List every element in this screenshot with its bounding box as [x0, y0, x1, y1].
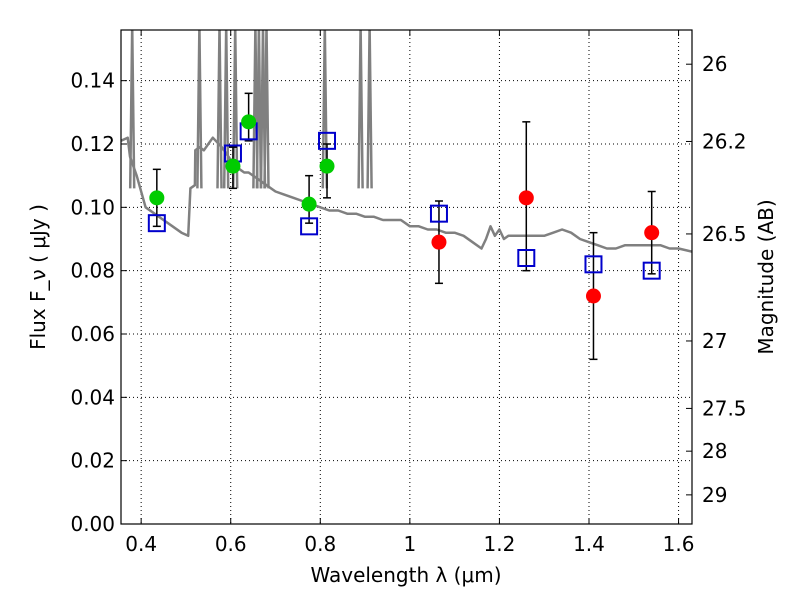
model-spectrum-line: [121, 136, 692, 253]
plot-frame: [120, 29, 693, 525]
model-photometry-square: [429, 204, 448, 223]
y-tick-label: 0.14: [70, 69, 115, 93]
y-tick-label: 0.10: [70, 195, 115, 219]
spectrum-spike: [366, 30, 373, 189]
x-tick-label: 0.8: [304, 532, 336, 556]
right-tick-label: 27.5: [702, 396, 747, 420]
spectrum-spike: [196, 30, 203, 189]
model-photometry-square: [517, 249, 536, 267]
plot-area: [121, 30, 692, 253]
observed-point: [644, 225, 660, 241]
y-tick-label: 0.00: [70, 512, 115, 536]
grid-lines: [121, 30, 692, 525]
y-axis-title: Flux F_ν ( μJy ): [26, 204, 50, 350]
y-tick-label: 0.04: [70, 385, 115, 409]
y-axis-right: 26 26.2 26.5 27 27.5 28 29: [686, 52, 747, 507]
spectrum-emission-spikes: [128, 30, 373, 189]
x-tick-label: 1: [403, 532, 416, 556]
x-tick-label: 0.6: [215, 532, 247, 556]
observed-point: [301, 196, 317, 212]
model-photometry-square: [318, 131, 337, 150]
spectrum-spike: [321, 30, 329, 189]
observed-point: [319, 158, 335, 174]
x-tick-label: 0.4: [125, 532, 157, 556]
x-tick-label: 1.2: [484, 532, 516, 556]
right-tick-label: 26: [702, 52, 727, 76]
right-tick-label: 29: [702, 483, 727, 507]
observed-point: [149, 190, 165, 206]
model-photometry-square: [584, 255, 603, 274]
model-photometry-square: [147, 214, 166, 233]
observed-point: [225, 158, 241, 174]
y-tick-label: 0.12: [70, 132, 115, 156]
x-axis: 0.4 0.6 0.8 1 1.2 1.4 1.6: [125, 30, 694, 556]
y-tick-label: 0.02: [70, 449, 115, 473]
right-tick-label: 27: [702, 329, 727, 353]
spectrum-spike: [216, 30, 223, 189]
observed-point: [431, 234, 447, 250]
spectrum-spike: [231, 30, 239, 189]
observed-point: [585, 288, 601, 304]
model-photometry-square: [300, 217, 319, 236]
y-tick-label: 0.06: [70, 322, 115, 346]
x-axis-title: Wavelength λ (μm): [310, 563, 501, 587]
spectrum-spike: [222, 30, 230, 189]
data-markers: [147, 114, 661, 304]
observed-point: [518, 190, 534, 206]
y-axis-left: 0.00 0.02 0.04 0.06 0.08 0.10 0.12 0.14: [70, 69, 127, 536]
y-tick-label: 0.08: [70, 259, 115, 283]
right-tick-label: 26.5: [702, 222, 747, 246]
x-tick-label: 1.6: [663, 532, 695, 556]
model-photometry-square: [642, 261, 661, 280]
spectrum-spike: [128, 30, 136, 189]
right-axis-title: Magnitude (AB): [754, 199, 778, 354]
spectrum-spike: [357, 30, 364, 189]
spectrum-spike: [263, 30, 270, 189]
x-tick-label: 1.4: [573, 532, 605, 556]
right-tick-label: 28: [702, 439, 727, 463]
observed-point: [241, 114, 257, 130]
right-tick-label: 26.2: [702, 129, 747, 153]
